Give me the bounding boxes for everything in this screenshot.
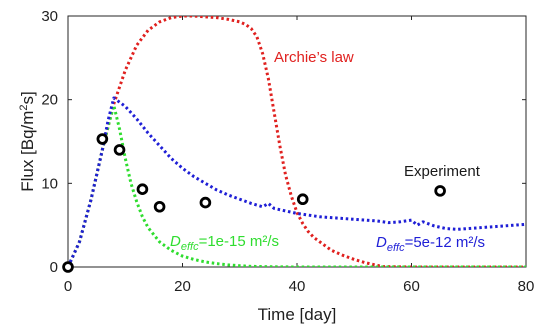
experiment-marker: [434, 185, 446, 197]
x-axis-title: Time [day]: [258, 305, 337, 324]
y-axis-title-main: Flux [Bq/m: [18, 111, 37, 192]
y-axis-title-end: s]: [18, 91, 37, 104]
experiment-marker: [296, 193, 309, 206]
y-tick-label: 30: [41, 8, 58, 25]
label-deff-low: Deffc=1e-15 m²/s: [170, 233, 279, 253]
y-tick-label: 10: [41, 175, 58, 192]
axis-titles: Time [day] Flux [Bq/m2s]: [18, 91, 336, 324]
x-tick-label: 60: [403, 278, 420, 295]
experiment-marker: [199, 196, 212, 209]
x-tick-label: 0: [64, 278, 72, 295]
series-line-deff_high: [68, 96, 526, 267]
label-deff-high-subscript: effc: [387, 242, 405, 254]
annotations: Archie’s law Experiment Deffc=1e-15 m²/s…: [170, 49, 485, 254]
label-deff-low-symbol: D: [170, 233, 181, 250]
series-line-archie: [68, 16, 526, 267]
experiment-marker: [62, 261, 74, 273]
label-deff-high: Deffc=5e-12 m²/s: [376, 234, 485, 254]
y-axis-title-superscript: 2: [18, 104, 30, 110]
label-deff-low-subscript: effc: [181, 241, 199, 253]
x-tick-label: 20: [174, 278, 191, 295]
y-tick-label: 0: [50, 259, 58, 276]
label-deff-high-text: =5e-12 m²/s: [405, 234, 485, 251]
y-tick-label: 20: [41, 92, 58, 109]
series-line-deff_low: [68, 104, 526, 267]
x-tick-label: 40: [289, 278, 306, 295]
y-axis-title: Flux [Bq/m2s]: [18, 91, 37, 192]
label-archie-law: Archie’s law: [274, 49, 354, 66]
series-layer: [68, 16, 526, 267]
experiment-marker: [153, 200, 166, 213]
experiment-marker: [136, 183, 149, 195]
x-tick-label: 80: [518, 278, 535, 295]
label-deff-high-symbol: D: [376, 234, 387, 251]
label-deff-low-text: =1e-15 m²/s: [199, 233, 279, 250]
experiment-marker: [96, 133, 109, 145]
label-experiment: Experiment: [404, 163, 481, 180]
experiment-marker: [113, 144, 126, 156]
experiment-markers: [62, 133, 446, 273]
